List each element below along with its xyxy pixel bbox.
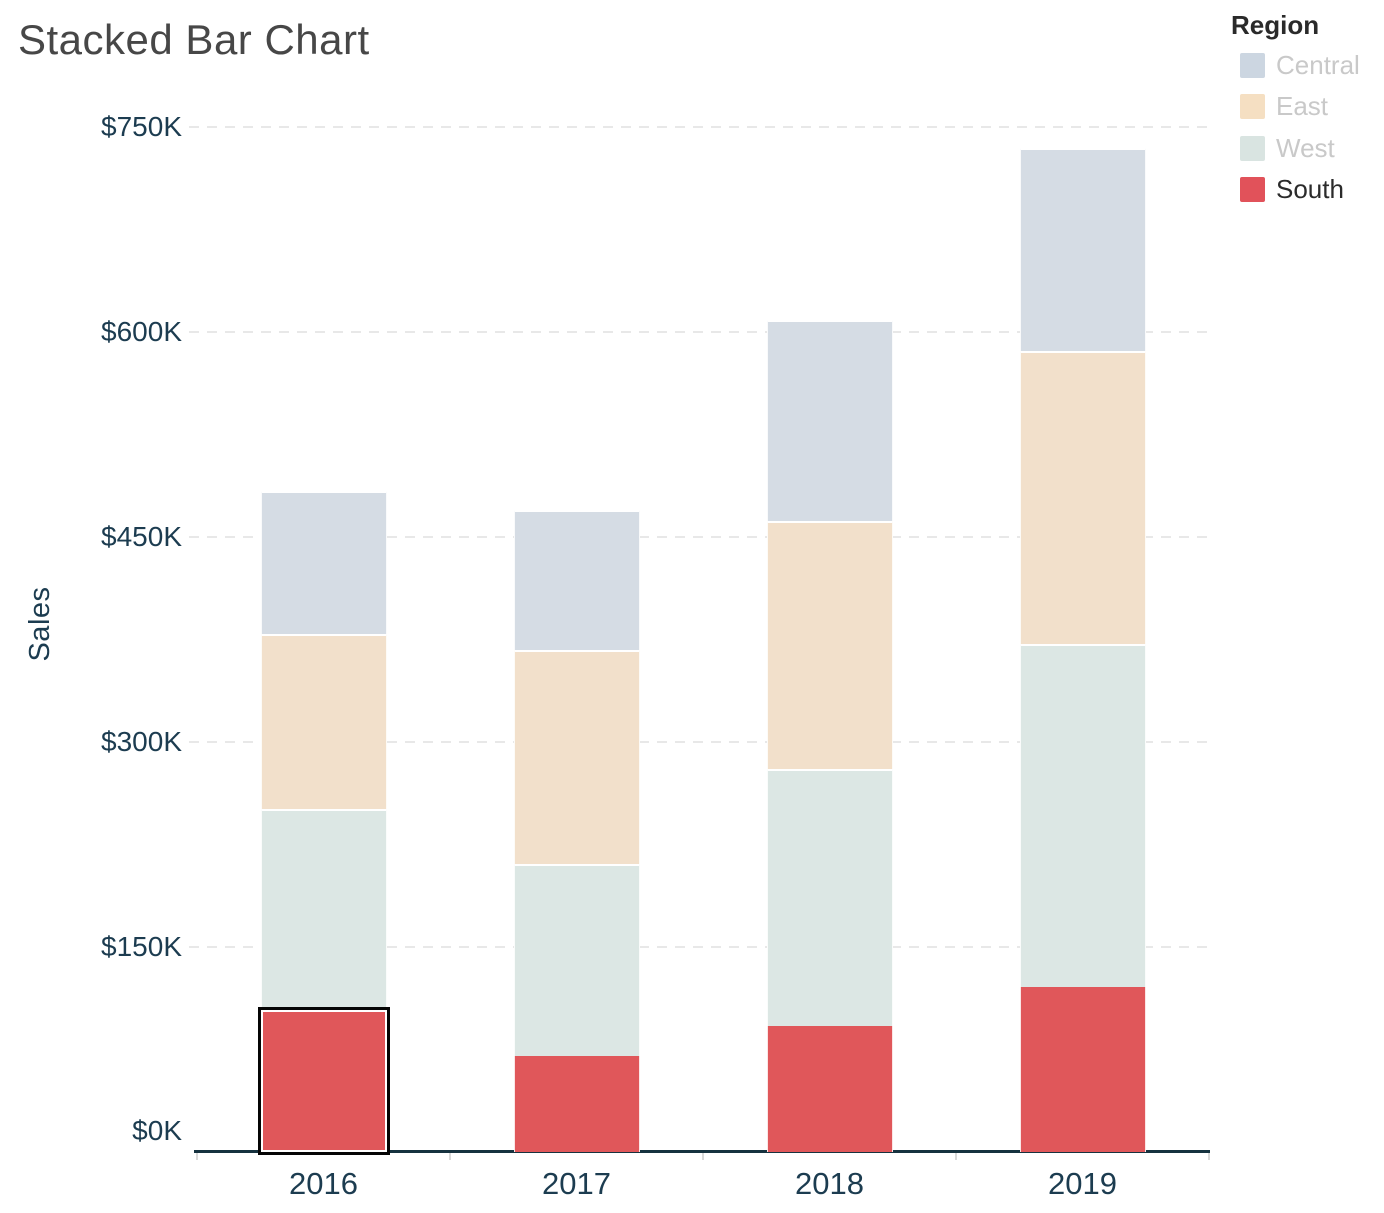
bar-segment-2019-east[interactable] [1019, 351, 1146, 644]
bar-segment-2019-south[interactable] [1019, 986, 1146, 1152]
legend-label-west: West [1276, 132, 1335, 163]
x-tick-label: 2016 [289, 1166, 358, 1201]
legend-label-east: East [1276, 90, 1329, 121]
x-axis-tick [449, 1153, 451, 1160]
legend-swatch-east-icon [1240, 93, 1265, 119]
legend-label-south: South [1276, 173, 1344, 204]
y-tick-label: $150K [101, 931, 182, 962]
x-tick-label: 2018 [795, 1166, 864, 1201]
y-tick-label: $750K [101, 111, 182, 142]
legend-item-south[interactable]: South [1240, 173, 1344, 204]
x-tick-label: 2017 [542, 1166, 611, 1201]
gridline [189, 946, 1208, 948]
bar-segment-2016-south[interactable] [257, 1006, 390, 1155]
bar-segment-2017-south[interactable] [513, 1056, 640, 1152]
bar-segment-2019-central[interactable] [1019, 147, 1146, 352]
x-tick-label: 2019 [1048, 1166, 1117, 1201]
legend-item-east[interactable]: East [1240, 90, 1329, 121]
bar-segment-2017-west[interactable] [513, 863, 640, 1057]
gridline [189, 331, 1208, 333]
bar-segment-2016-west[interactable] [260, 808, 387, 1010]
y-tick-label: $300K [101, 726, 182, 757]
legend-swatch-central-icon [1240, 52, 1265, 78]
gridline [189, 741, 1208, 743]
y-tick-label: $450K [101, 521, 182, 552]
y-tick-label: $0K [132, 1115, 182, 1146]
y-tick-label: $600K [101, 316, 182, 347]
gridline [189, 536, 1208, 538]
gridline [189, 126, 1208, 128]
bar-segment-2017-east[interactable] [513, 650, 640, 864]
x-axis-tick [196, 1153, 198, 1160]
legend-item-central[interactable]: Central [1240, 49, 1360, 80]
chart-title: Stacked Bar Chart [18, 16, 370, 63]
x-axis-line [194, 1150, 1210, 1153]
legend-swatch-west-icon [1240, 135, 1265, 161]
bar-segment-2018-west[interactable] [766, 769, 893, 1027]
legend-title: Region [1231, 10, 1320, 40]
bar-segment-2016-central[interactable] [260, 490, 387, 635]
legend: Region Central East West South [1231, 10, 1381, 204]
bar-segment-2019-west[interactable] [1019, 643, 1146, 987]
legend-swatch-south-icon [1240, 176, 1265, 202]
legend-item-west[interactable]: West [1240, 132, 1335, 163]
x-axis-tick [955, 1153, 957, 1160]
bar-segment-2018-central[interactable] [766, 319, 893, 521]
x-axis-tick [1208, 1153, 1210, 1160]
bar-segment-2018-east[interactable] [766, 520, 893, 770]
legend-label-central: Central [1276, 49, 1360, 80]
bar-segment-2017-central[interactable] [513, 509, 640, 651]
x-axis-tick [702, 1153, 704, 1160]
bar-segment-2016-east[interactable] [260, 634, 387, 809]
bar-segment-2018-south[interactable] [766, 1026, 893, 1152]
